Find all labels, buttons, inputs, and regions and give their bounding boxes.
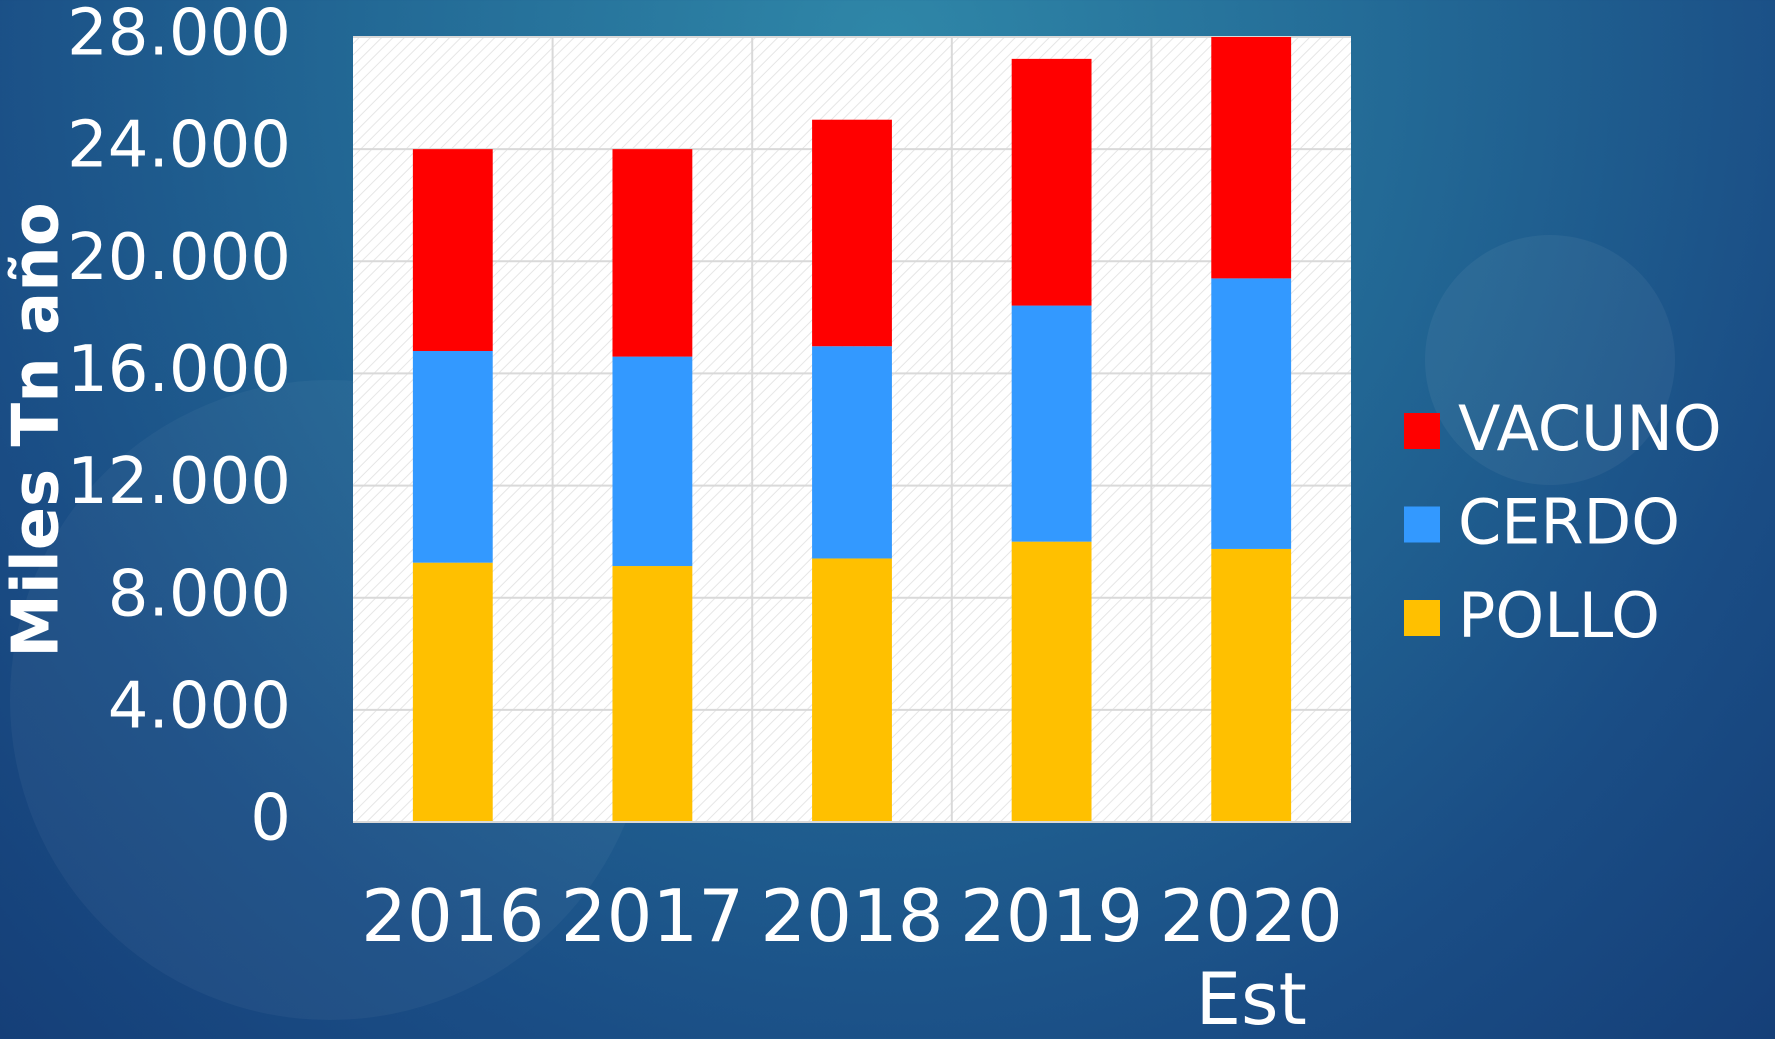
- y-tick-label: 12.000: [67, 445, 291, 519]
- bar-segment: [812, 558, 892, 822]
- legend-label: CERDO: [1458, 486, 1680, 559]
- bar-segment: [412, 351, 493, 563]
- bar-segment: [1011, 58, 1092, 306]
- y-tick-label: 16.000: [67, 333, 291, 407]
- decor-circle: [1425, 235, 1675, 485]
- bar-segment: [812, 346, 892, 559]
- y-tick-label: 4.000: [108, 669, 291, 743]
- y-axis-title: Miles Tn año: [0, 202, 74, 658]
- x-tick-label: 2019: [959, 874, 1144, 958]
- x-tick-label: 2018: [760, 874, 944, 958]
- bar-segment: [812, 119, 892, 347]
- bar-segment: [612, 356, 693, 567]
- bar-segment: [612, 149, 693, 357]
- bar-segment: [1211, 278, 1292, 549]
- bar-segment: [1011, 541, 1092, 822]
- bar-segment: [412, 149, 493, 351]
- bar-segment: [1011, 305, 1092, 542]
- x-tick-label: 2016: [361, 874, 545, 958]
- legend-swatch: [1404, 413, 1440, 449]
- legend-label: POLLO: [1458, 579, 1660, 652]
- bar-segment: [412, 562, 493, 822]
- legend-swatch: [1404, 506, 1440, 543]
- y-tick-label: 28.000: [67, 0, 291, 71]
- bar-segment: [1211, 37, 1292, 279]
- y-tick-label: 20.000: [67, 221, 291, 295]
- bar-segment: [1211, 548, 1292, 822]
- legend-label: VACUNO: [1458, 392, 1722, 465]
- x-tick-label: 2020 Est: [1159, 874, 1343, 1039]
- legend-swatch: [1404, 600, 1440, 636]
- x-tick-label: 2017: [560, 874, 744, 958]
- y-tick-label: 24.000: [67, 109, 291, 183]
- bar-segment: [612, 566, 693, 822]
- y-tick-label: 0: [250, 782, 291, 856]
- y-tick-label: 8.000: [108, 557, 291, 631]
